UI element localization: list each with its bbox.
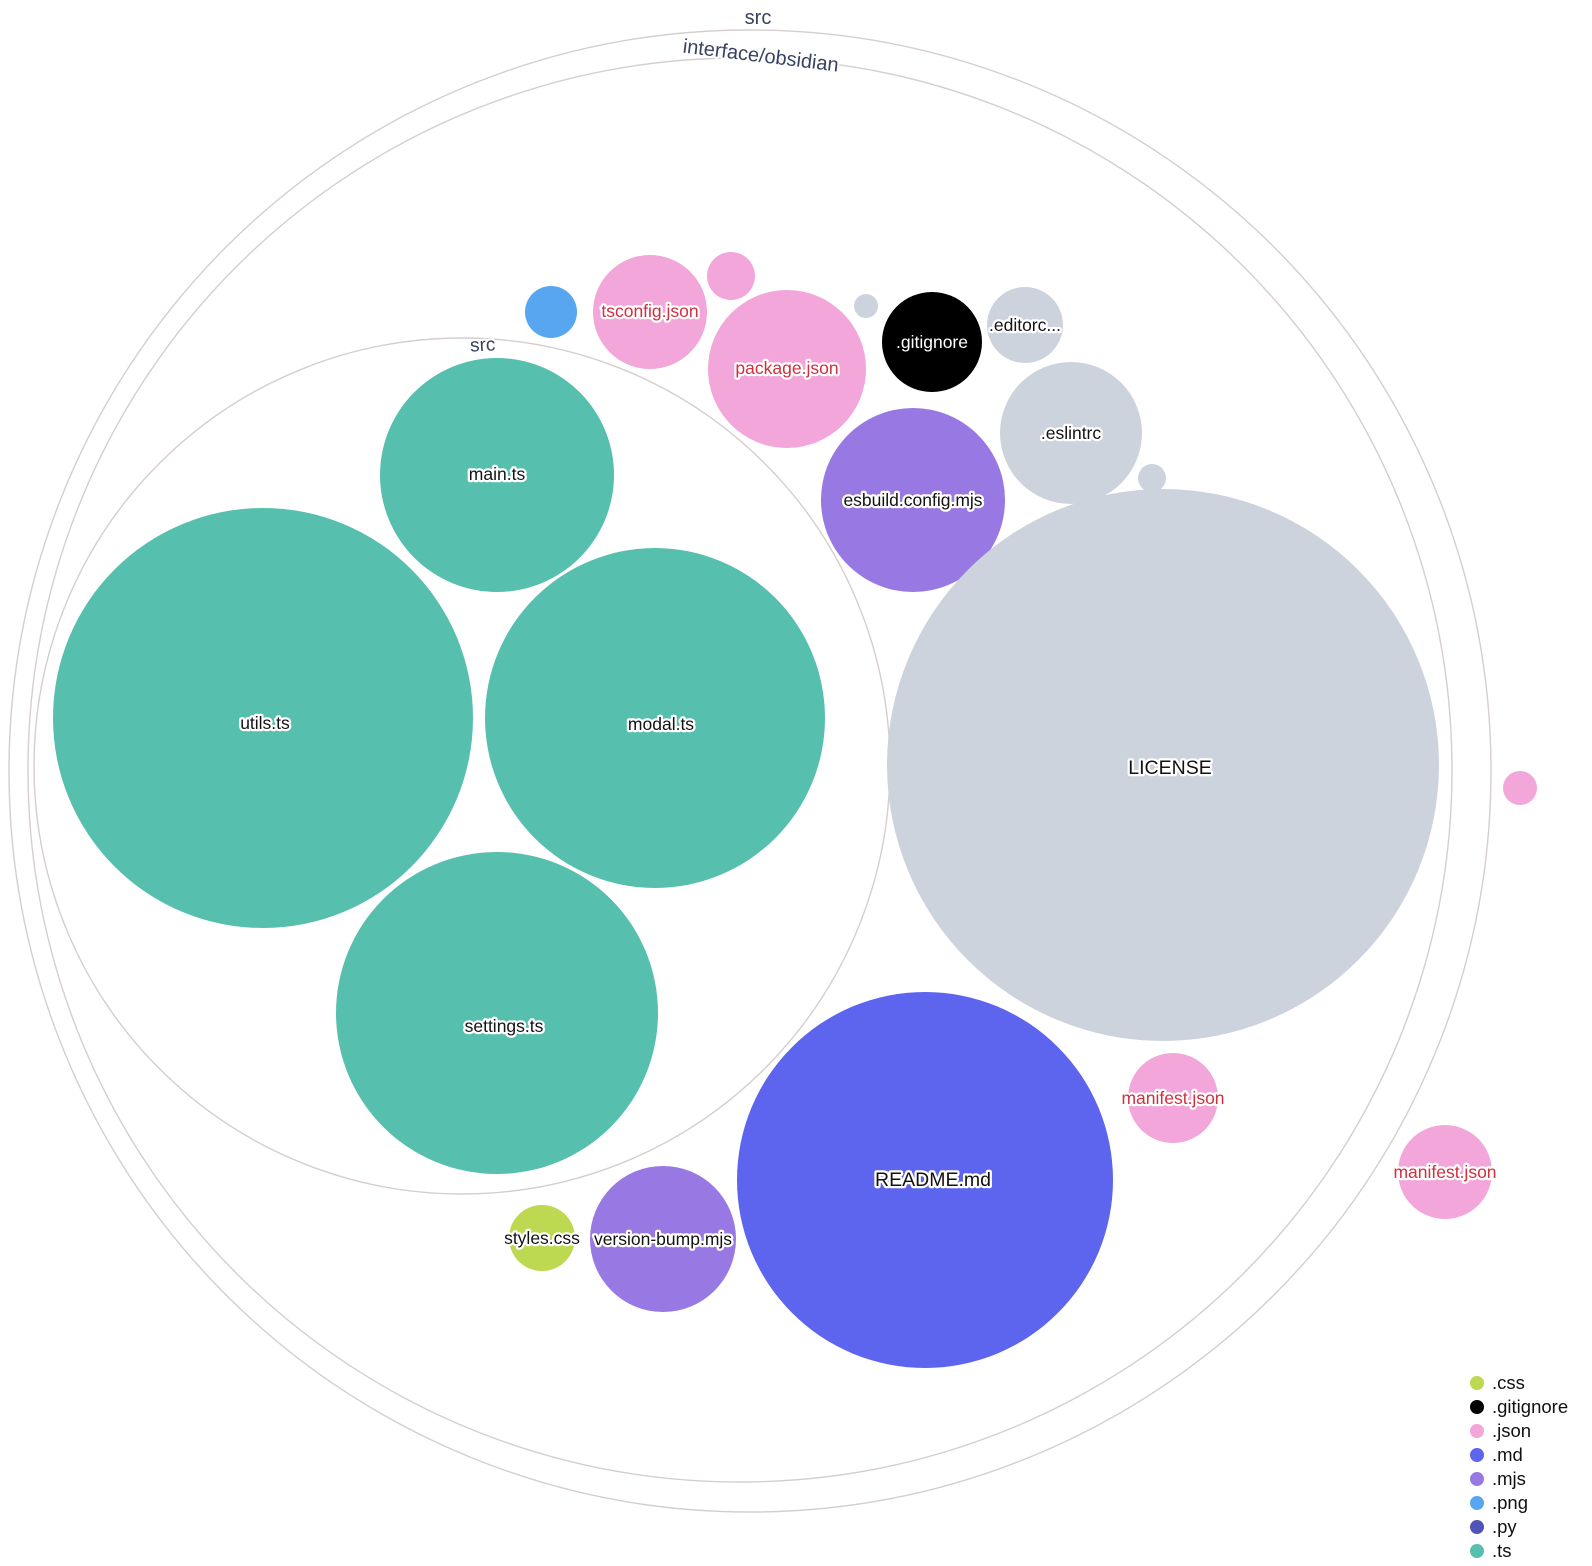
file-circle-version-bump-mjs[interactable] [590,1166,736,1312]
manifest-json-label: manifest.json [1121,1088,1224,1108]
file-circle-png[interactable] [525,286,577,338]
manifest-json-outer-label: manifest.json [1393,1162,1496,1182]
file-circle-readme-md[interactable] [737,992,1113,1368]
file-circle-manifest-json[interactable] [1128,1053,1218,1143]
legend-dot-py [1470,1520,1484,1534]
file-circle-license[interactable] [887,489,1439,1041]
legend-dot-ts [1470,1544,1484,1558]
esbuild-config-mjs-label: esbuild.config.mjs [843,490,982,510]
legend-dot-json [1470,1424,1484,1438]
package-json-label: package.json [735,358,838,378]
eslintrc-label: .eslintrc [1041,423,1102,443]
repo-interface-obsidian-label: interface/obsidian [682,36,840,77]
legend-dot-md [1470,1448,1484,1462]
legend-label-json: .json [1492,1420,1531,1441]
legend-label-png: .png [1492,1492,1528,1513]
legend-dot-png [1470,1496,1484,1510]
modal-ts-label: modal.ts [628,714,694,734]
legend-label-ts: .ts [1492,1540,1512,1561]
file-circle-eslintrc[interactable] [1000,362,1142,504]
repo-interface-obsidian-circle[interactable] [27,57,1453,1483]
file-circle-utils-ts[interactable] [53,508,473,928]
file-circle-gitignore[interactable] [882,292,982,392]
root-src-label: src [745,7,772,29]
file-circle-editorconfig[interactable] [987,287,1063,363]
file-circle-tsconfig-json[interactable] [593,255,707,369]
version-bump-mjs-label: version-bump.mjs [594,1229,732,1249]
file-circle-esbuild-config-mjs[interactable] [821,408,1005,592]
file-circle-package-json[interactable] [708,290,866,448]
settings-ts-label: settings.ts [465,1016,544,1036]
extension-legend: .css .gitignore .json .md .mjs .png .py … [1470,1372,1568,1561]
license-label: LICENSE [1128,757,1211,779]
legend-label-py: .py [1492,1516,1517,1537]
file-circle-modal-ts[interactable] [485,548,825,888]
root-src-circle[interactable] [8,29,1492,1513]
file-circle-small-gray-1[interactable] [854,294,878,318]
file-circle-small-gray-2[interactable] [1138,464,1166,492]
legend-dot-gitignore [1470,1400,1484,1414]
gitignore-label: .gitignore [896,332,968,352]
legend-label-md: .md [1492,1444,1523,1465]
tsconfig-json-label: tsconfig.json [601,301,698,321]
file-circle-settings-ts[interactable] [336,852,658,1174]
legend-dot-css [1470,1376,1484,1390]
styles-css-label: styles.css [504,1228,580,1248]
file-circle-manifest-json-outer[interactable] [1398,1125,1492,1219]
legend-dot-mjs [1470,1472,1484,1486]
file-circle-small-json-right[interactable] [1503,771,1537,805]
legend-label-gitignore: .gitignore [1492,1396,1568,1417]
readme-md-label: README.md [875,1169,991,1191]
main-ts-label: main.ts [469,464,526,484]
file-circle-main-ts[interactable] [380,358,614,592]
utils-ts-label: utils.ts [240,713,290,733]
legend-label-mjs: .mjs [1492,1468,1526,1489]
file-circle-styles-css[interactable] [509,1205,575,1271]
editorconfig-label: .editorc... [989,315,1061,335]
src-folder-label: src [470,334,496,356]
legend-label-css: .css [1492,1372,1525,1393]
file-circle-small-json[interactable] [707,252,755,300]
